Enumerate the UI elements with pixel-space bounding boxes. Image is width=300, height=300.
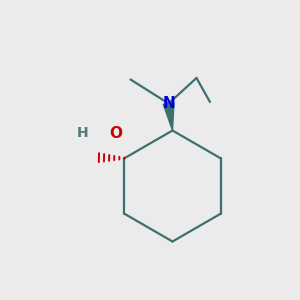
Polygon shape [163, 103, 174, 130]
Text: O: O [109, 126, 122, 141]
Text: H: H [77, 127, 88, 140]
Text: N: N [162, 96, 175, 111]
